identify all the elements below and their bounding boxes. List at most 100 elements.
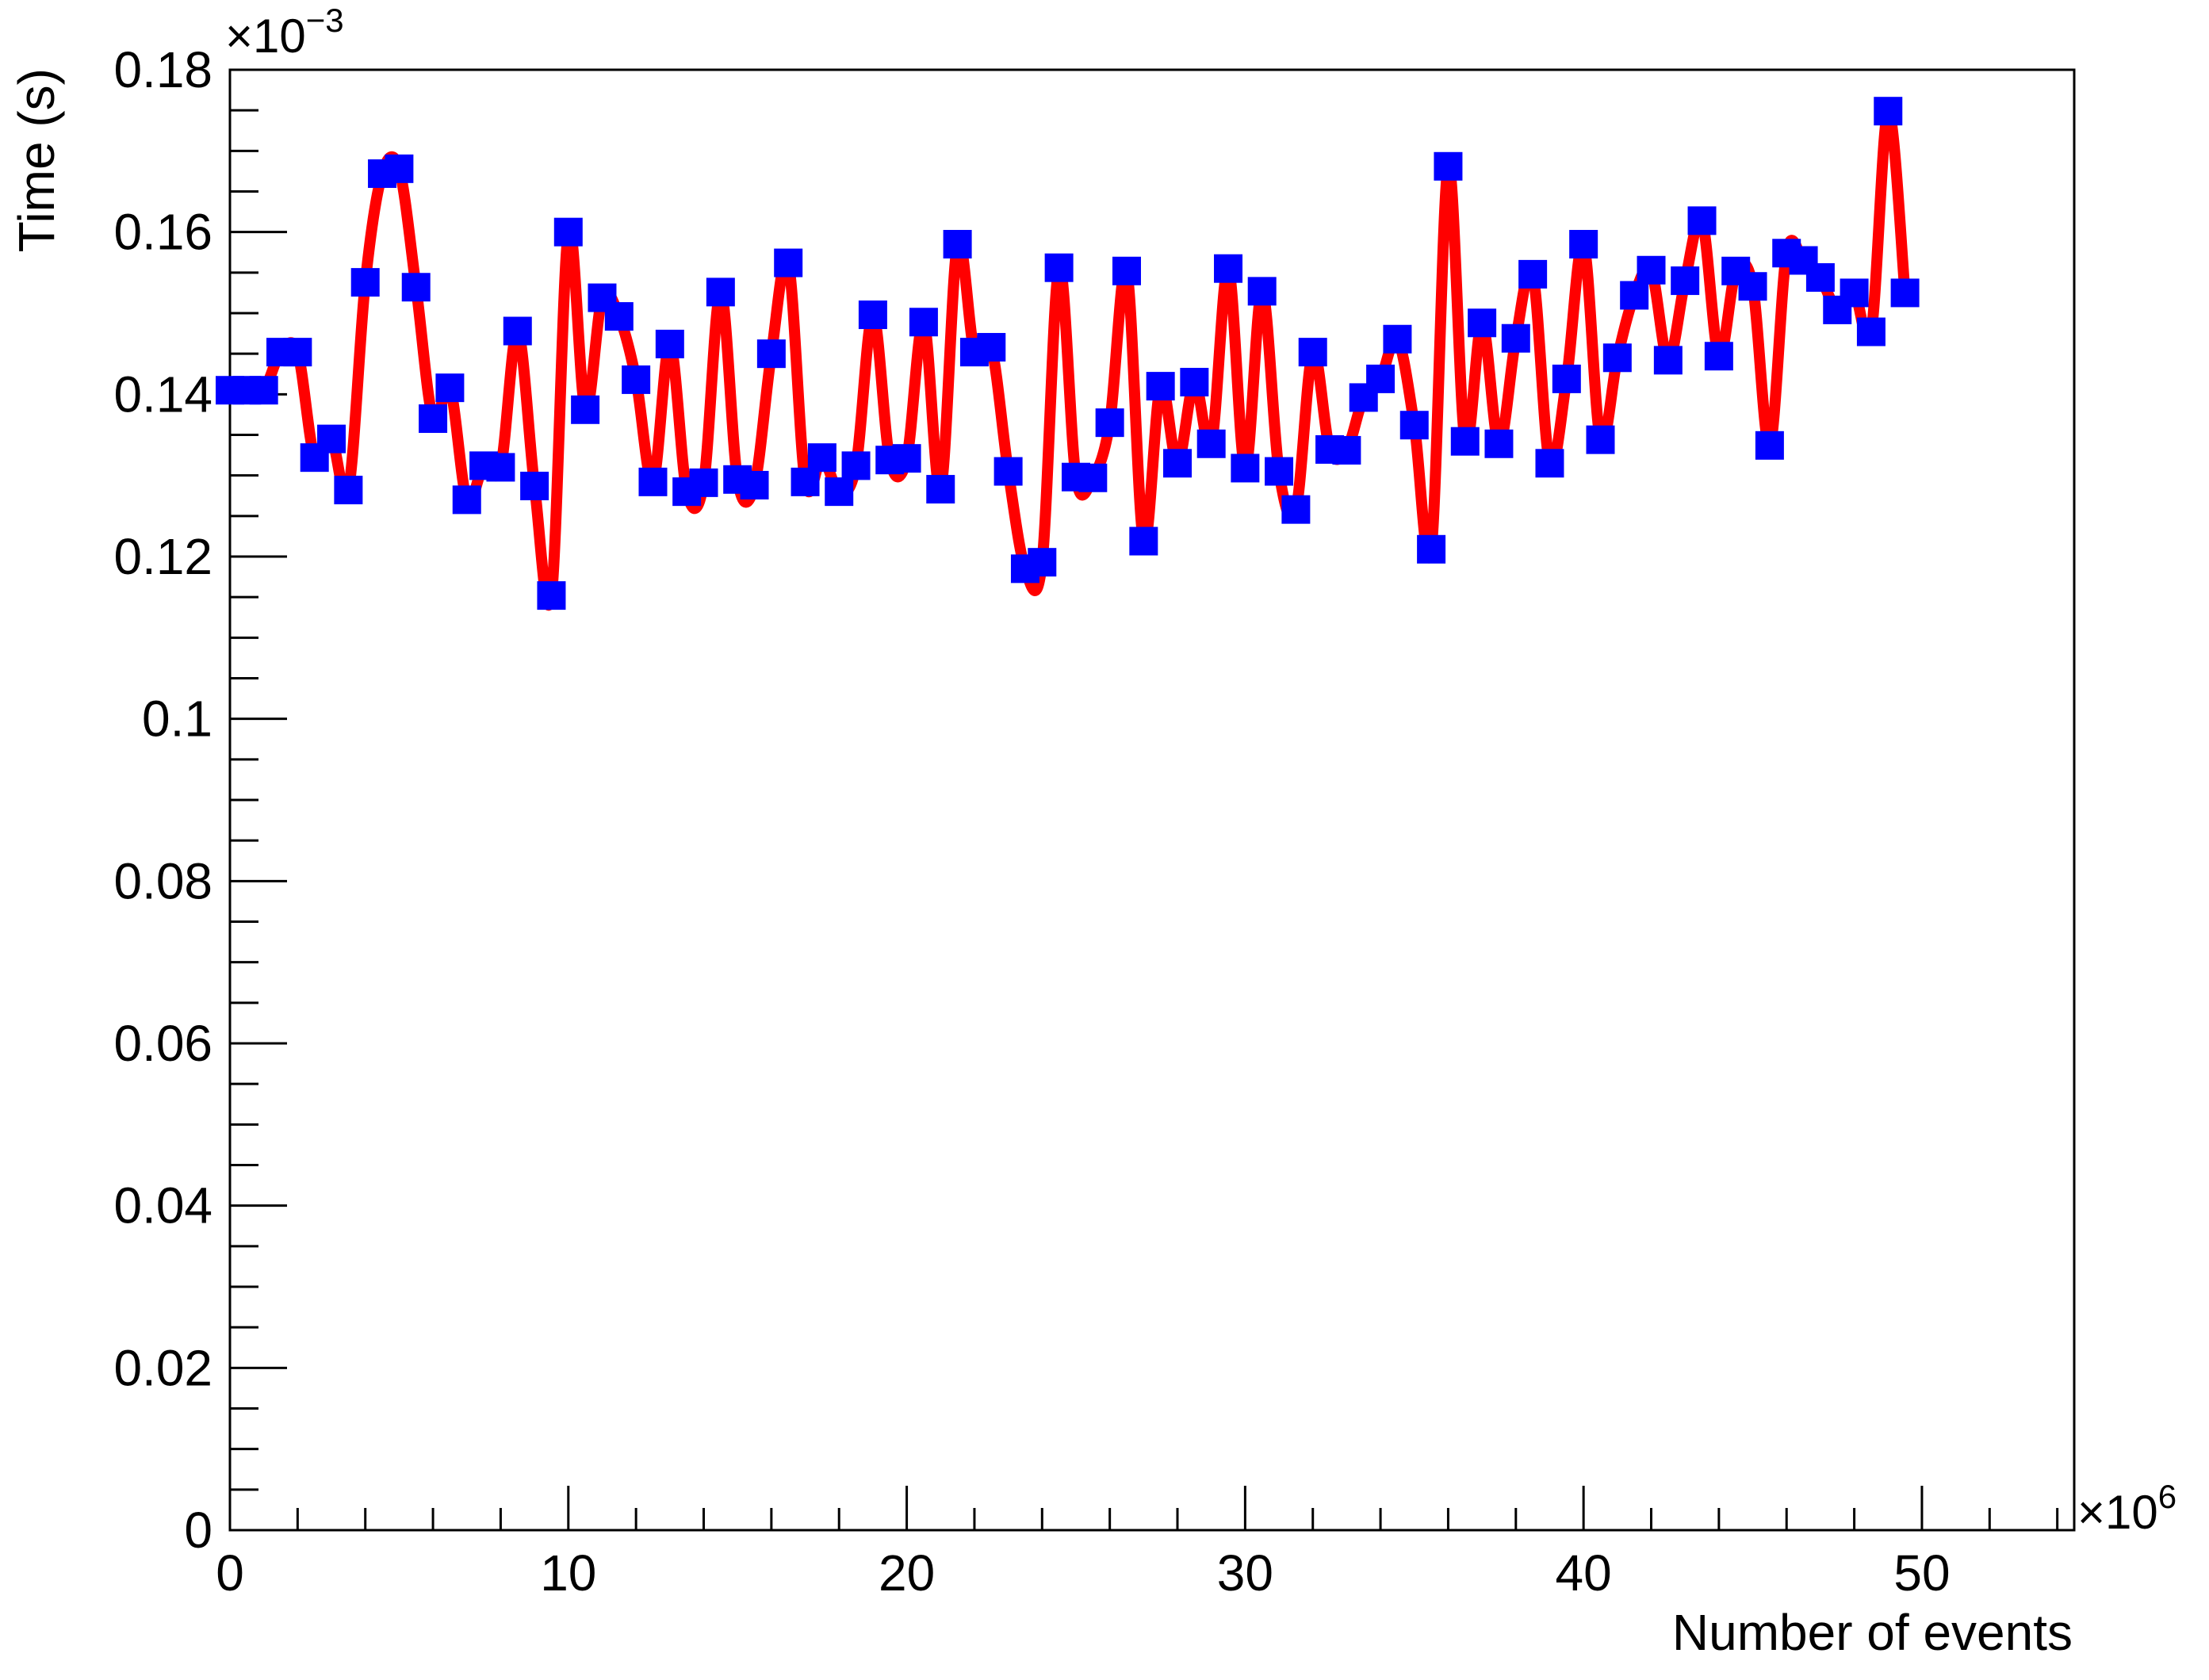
data-point [1890,278,1920,308]
data-point [317,424,346,453]
data-point [740,470,769,499]
data-point [655,329,684,358]
data-point [1095,408,1124,438]
y-tick-label: 0.02 [113,1339,212,1396]
y-tick-label: 0.08 [113,852,212,909]
data-point [943,230,972,259]
data-point [1569,230,1598,259]
plot-frame [228,68,2076,1532]
data-point [1180,367,1209,396]
x-multiplier-exponent: 6 [2158,1478,2176,1515]
data-point [1231,453,1260,483]
x-tick-label: 40 [1556,1544,1612,1602]
data-point [1671,266,1700,296]
data-point [1704,342,1733,371]
data-point [1501,323,1530,353]
data-point [1298,338,1327,367]
data-point [1332,435,1361,465]
x-axis-title: Number of events [1672,1604,2073,1661]
data-point [1856,317,1885,346]
y-axis-title: Time (s) [8,68,65,252]
x-tick-label: 0 [216,1544,244,1602]
data-point [892,444,921,473]
y-multiplier-exponent: −3 [306,2,344,39]
y-tick-label: 0.12 [113,528,212,585]
y-axis: 0 0.02 0.04 0.06 0.08 0.1 0.12 0.14 0.16 0.18 [113,41,287,1559]
x-tick-label: 10 [540,1544,596,1602]
data-point [1129,526,1158,556]
data-point [486,453,515,482]
x-axis: 0 10 20 30 40 50 [216,1486,2059,1602]
y-tick-label: 0.18 [113,41,212,98]
data-point [1535,449,1564,478]
data-point [1738,272,1767,301]
y-tick-label: 0.06 [113,1015,212,1072]
data-point [825,477,854,507]
data-point [520,471,549,500]
data-point [1265,457,1294,486]
data-point [537,581,566,610]
data-point [553,217,583,247]
data-point [1146,372,1175,401]
data-point [1755,431,1784,460]
data-point [1518,259,1548,289]
data-point [1281,495,1311,524]
data-point [401,273,431,302]
data-point [1383,324,1412,354]
data-point [1805,262,1835,292]
data-point [503,316,532,346]
data-point [452,485,481,515]
data-point [909,308,938,337]
data-point [638,467,668,496]
x-tick-label: 30 [1217,1544,1273,1602]
data-point [774,248,803,277]
data-point [841,451,871,480]
data-point [350,268,380,297]
series [216,97,1920,610]
data-point [977,332,1006,362]
data-point [993,457,1023,486]
y-multiplier-label: ×10−3 [225,2,344,63]
data-point [1434,151,1463,181]
x-tick-label: 50 [1893,1544,1950,1602]
data-point [926,475,955,504]
data-point [1840,278,1869,308]
series-line [224,105,1911,610]
y-tick-label: 0.04 [113,1177,212,1234]
data-point [1620,281,1649,310]
y-tick-label: 0.14 [113,365,212,423]
data-point [1552,364,1581,393]
data-point [1874,97,1903,126]
data-point [571,395,600,424]
data-point [1028,548,1057,577]
data-point [1653,346,1683,375]
data-point [1450,427,1480,456]
y-tick-label: 0.1 [142,691,212,748]
data-point [283,338,312,367]
data-point [689,468,718,497]
data-point [858,300,887,330]
y-tick-label: 0.16 [113,204,212,261]
x-multiplier-label: ×106 [2077,1478,2176,1539]
data-point [807,443,837,473]
data-point [1468,308,1497,338]
data-point [1163,449,1193,478]
data-point [604,302,634,331]
data-point [1484,429,1514,458]
data-point [1196,429,1226,458]
data-point [706,277,735,307]
data-point [1078,463,1108,492]
data-point [1112,256,1141,285]
data-point [419,404,448,434]
data-point [1399,411,1429,440]
data-point [385,154,414,183]
data-point [1247,277,1277,306]
data-point [1044,253,1074,282]
data-point [334,476,363,505]
data-point [756,339,786,369]
data-point [1214,254,1243,283]
data-point [1417,534,1446,564]
y-tick-label: 0 [184,1502,212,1559]
data-point [249,376,278,405]
